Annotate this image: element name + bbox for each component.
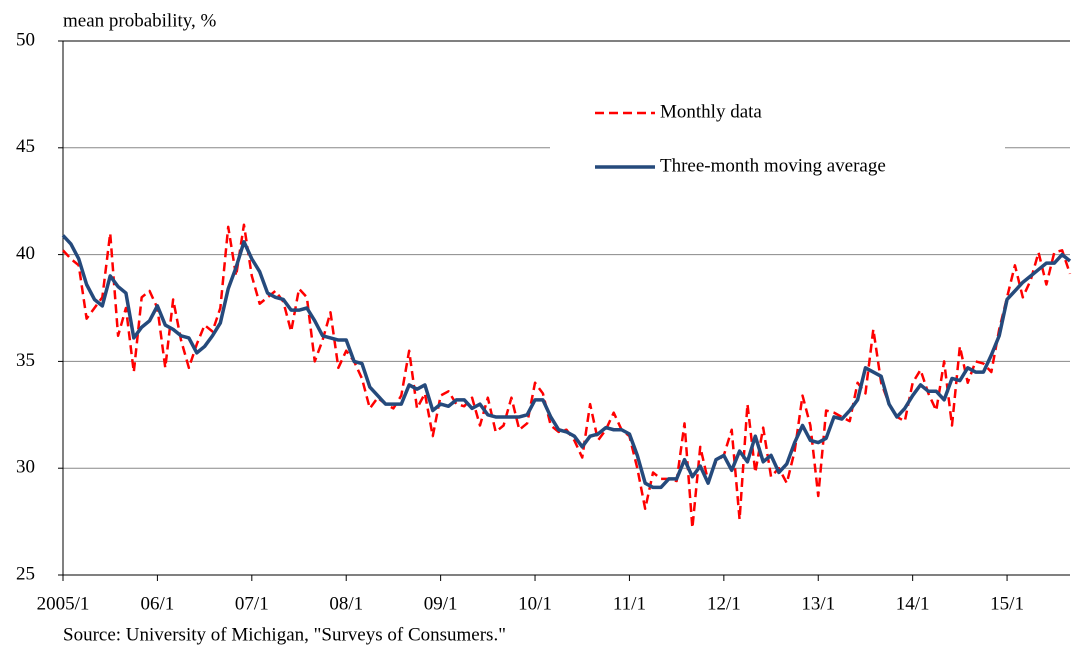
series-line	[61, 234, 1072, 490]
y-tick-label: 45	[16, 136, 35, 157]
series-line	[62, 223, 1072, 530]
legend-label: Monthly data	[660, 101, 762, 122]
y-tick-label: 40	[16, 243, 35, 264]
x-tick-label: 08/1	[329, 593, 363, 614]
x-tick-label: 11/1	[613, 593, 646, 614]
x-tick-label: 14/1	[896, 593, 930, 614]
legend-label: Three-month moving average	[660, 155, 886, 176]
y-tick-label: 50	[16, 29, 35, 50]
x-tick-label: 10/1	[518, 593, 552, 614]
y-tick-label: 30	[16, 457, 35, 478]
y-tick-label: 25	[16, 563, 35, 584]
x-tick-label: 13/1	[801, 593, 835, 614]
x-tick-label: 2005/1	[37, 593, 90, 614]
y-tick-label: 35	[16, 350, 35, 371]
x-tick-label: 12/1	[707, 593, 741, 614]
source-note: Source: University of Michigan, "Surveys…	[63, 624, 506, 645]
x-tick-label: 09/1	[424, 593, 458, 614]
x-tick-label: 06/1	[141, 593, 175, 614]
x-tick-label: 07/1	[235, 593, 269, 614]
y-axis-label: mean probability, %	[63, 10, 217, 31]
legend-background	[550, 72, 1005, 202]
x-tick-label: 15/1	[990, 593, 1024, 614]
